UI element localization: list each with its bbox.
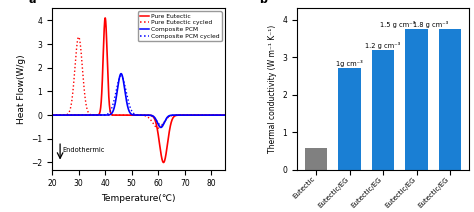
Bar [338,68,361,170]
Y-axis label: Thermal conductivity (W m⁻¹ K⁻¹): Thermal conductivity (W m⁻¹ K⁻¹) [268,25,277,153]
Text: a: a [28,0,36,5]
Bar [438,29,461,170]
Text: Endothermic: Endothermic [62,147,105,153]
Legend: Pure Eutectic, Pure Eutectic cycled, Composite PCM, Composite PCM cycled: Pure Eutectic, Pure Eutectic cycled, Com… [138,11,221,41]
Text: b: b [259,0,267,5]
Text: 1.5 g cm⁻³: 1.5 g cm⁻³ [380,21,415,28]
Bar [405,29,428,170]
Text: 1.8 g cm⁻³: 1.8 g cm⁻³ [413,21,448,28]
Y-axis label: Heat Flow(W/g): Heat Flow(W/g) [17,54,26,124]
Bar [372,50,394,170]
Text: 1.2 g cm⁻³: 1.2 g cm⁻³ [365,42,401,49]
X-axis label: Temperature(℃): Temperature(℃) [101,194,175,203]
Text: 1g cm⁻³: 1g cm⁻³ [336,60,363,67]
Bar [305,148,328,170]
